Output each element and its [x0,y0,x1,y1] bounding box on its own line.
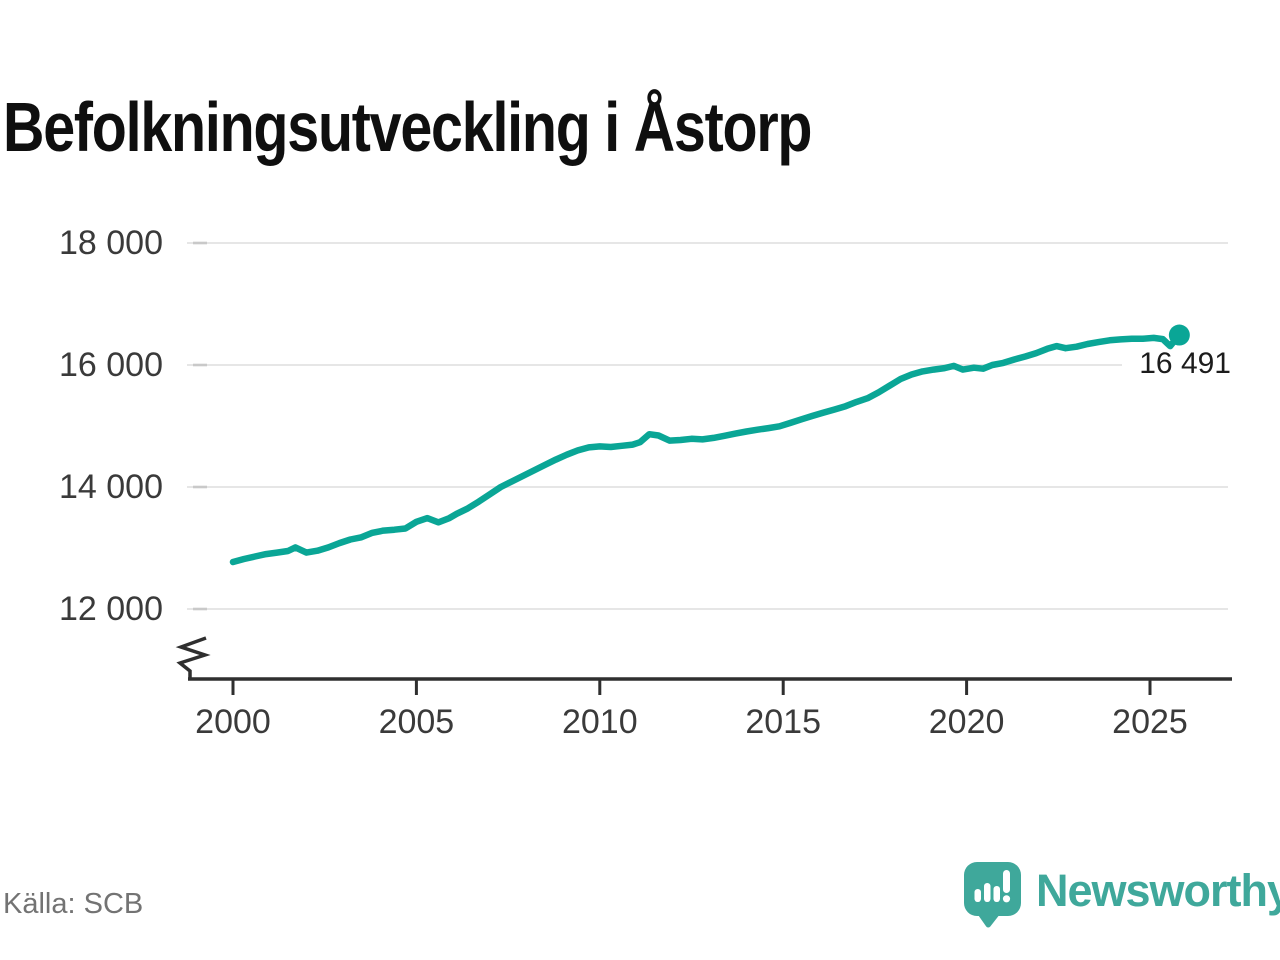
x-tick-label: 2010 [561,703,638,741]
x-tick-label: 2020 [928,703,1005,741]
axis-break-zigzag [175,636,211,678]
latest-point-dot [1168,324,1190,346]
x-tick-label: 2005 [378,703,455,741]
y-tick-label: 12 000 [59,590,163,628]
y-tick-label: 18 000 [59,224,163,262]
x-tick-label: 2025 [1112,703,1188,741]
source-note: Källa: SCB [3,888,144,920]
chart-title: Befolkningsutveckling i Åstorp [3,87,813,166]
newsworthy-wordmark: Newsworthy [1036,865,1280,916]
x-tick-label: 2015 [745,703,821,741]
y-tick-label: 16 000 [59,346,163,384]
speech-bubble-bar-chart-icon [964,862,1021,928]
population-line [229,331,1183,566]
x-tick-label: 2000 [195,703,271,741]
latest-value-label: 16 491 [1139,347,1231,380]
y-tick-label: 14 000 [59,468,163,506]
newsworthy-logo: Newsworthy [963,860,1280,930]
